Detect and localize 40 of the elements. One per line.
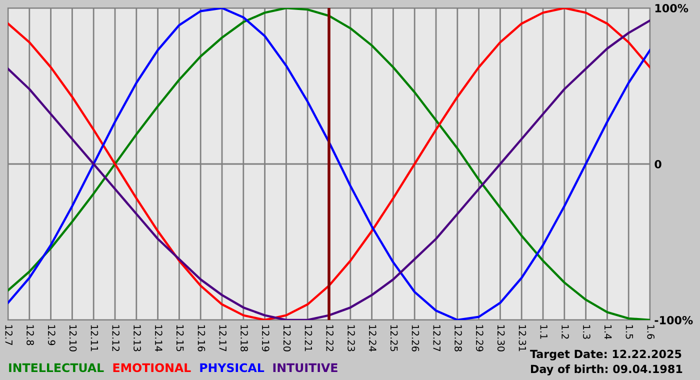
x-tick-label: 1.5 [626,325,634,339]
x-tick-label: 12.13 [134,325,141,352]
x-tick-label: 12.7 [5,325,13,345]
x-tick-label: 12.16 [198,325,206,352]
x-tick-label: 12.24 [369,325,376,352]
x-tick-label: 1.6 [647,325,655,340]
x-tick-label: 12.25 [390,325,398,352]
x-tick-label: 12.26 [412,325,420,352]
text: PHYSICAL [200,363,264,372]
x-tick-label: 12.12 [112,325,120,352]
text: Target Date: 12.22.2025 [530,350,682,360]
text: INTELLECTUAL [9,363,104,372]
x-tick-label: 12.29 [476,325,484,352]
x-tick-label: 12.19 [262,325,270,352]
x-tick-label: 12.15 [176,325,184,352]
x-tick-label: 1.2 [562,325,569,339]
y-tick-label: 100% [655,4,688,12]
x-tick-label: 12.9 [48,325,56,346]
text: INTUITIVE [273,363,338,372]
x-tick-label: 12.14 [155,325,162,352]
x-tick-label: 12.22 [326,325,334,352]
x-tick-label: 12.17 [219,325,227,352]
x-tick-label: 12.8 [26,325,34,346]
x-tick-label: 12.10 [69,325,77,352]
y-tick-label: -100% [654,316,693,324]
text: EMOTIONAL [113,363,191,372]
x-tick-label: 12.31 [518,325,526,352]
y-tick-label: 0 [654,160,662,168]
x-tick-label: 12.11 [90,325,98,352]
x-tick-label: 12.21 [304,325,312,352]
x-tick-label: 12.23 [348,325,355,352]
x-tick-label: 12.18 [240,325,248,352]
x-tick-label: 12.28 [454,325,462,352]
x-tick-label: 12.30 [497,325,505,352]
text: Day of birth: 09.04.1981 [531,364,682,376]
x-tick-label: 12.27 [433,325,441,352]
x-tick-label: 1.3 [582,325,590,339]
x-tick-label: 12.20 [283,325,291,352]
x-tick-label: 1.1 [540,325,548,339]
x-tick-label: 1.4 [604,325,612,340]
